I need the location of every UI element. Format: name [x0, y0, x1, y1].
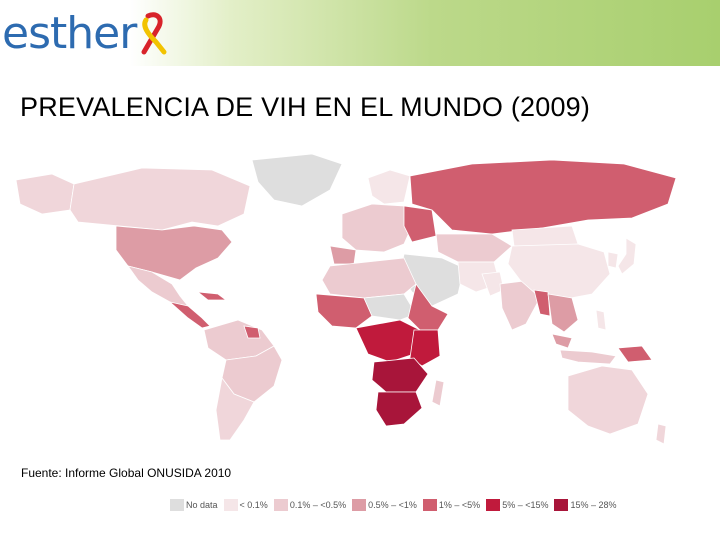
region-philippines — [595, 309, 607, 331]
legend-swatch — [273, 499, 288, 511]
legend-swatch — [223, 499, 238, 511]
region-papua-new-guinea — [617, 345, 653, 363]
legend-label: 1% – <5% — [438, 500, 481, 510]
region-japan — [617, 237, 637, 275]
esther-logo: esther — [2, 4, 177, 66]
legend-item: 15% – 28% — [554, 497, 617, 513]
legend-label: 5% – <15% — [502, 500, 549, 510]
map-legend: No data < 0.1% 0.1% – <0.5% 0.5% – <1% 1… — [170, 497, 623, 513]
region-indonesia — [559, 349, 617, 365]
legend-item: No data — [170, 497, 218, 513]
region-madagascar — [431, 379, 445, 407]
world-map — [12, 134, 684, 454]
red-ribbon-icon — [141, 12, 167, 55]
region-caribbean — [196, 291, 228, 301]
region-scandinavia — [367, 169, 411, 205]
legend-label: 15% – 28% — [570, 500, 617, 510]
region-china — [507, 243, 611, 301]
legend-swatch — [554, 499, 569, 511]
legend-item: < 0.1% — [223, 497, 268, 513]
legend-swatch — [170, 499, 184, 511]
region-myanmar — [533, 289, 551, 317]
region-guyana — [243, 325, 261, 339]
region-indochina — [547, 293, 579, 333]
region-greenland — [251, 153, 343, 207]
slide-title: PREVALENCIA DE VIH EN EL MUNDO (2009) — [20, 92, 591, 122]
source-note: Fuente: Informe Global ONUSIDA 2010 — [21, 466, 232, 480]
legend-swatch — [352, 499, 367, 511]
region-malaysia — [551, 333, 573, 349]
legend-label: 0.5% – <1% — [368, 500, 417, 510]
region-western-europe — [341, 203, 413, 253]
region-usa — [115, 225, 233, 281]
region-australia — [567, 365, 649, 435]
region-russia — [409, 159, 677, 235]
legend-label: No data — [186, 500, 218, 510]
legend-swatch — [422, 499, 437, 511]
region-east-africa — [409, 329, 441, 367]
legend-label: 0.1% – <0.5% — [289, 500, 347, 510]
legend-item: 1% – <5% — [422, 497, 481, 513]
region-eastern-europe — [403, 205, 437, 243]
region-southern-africa — [375, 391, 423, 427]
region-central-america — [168, 301, 211, 329]
region-south-america-south — [215, 377, 255, 441]
legend-item: 0.5% – <1% — [352, 497, 417, 513]
legend-item: 0.1% – <0.5% — [273, 497, 347, 513]
legend-label: < 0.1% — [239, 500, 268, 510]
legend-swatch — [486, 499, 501, 511]
header-banner: esther — [0, 0, 720, 66]
region-korea — [607, 251, 619, 269]
region-canada — [69, 167, 251, 231]
logo-text: esther — [2, 8, 137, 59]
legend-item: 5% – <15% — [486, 497, 548, 513]
region-new-zealand — [655, 423, 667, 445]
